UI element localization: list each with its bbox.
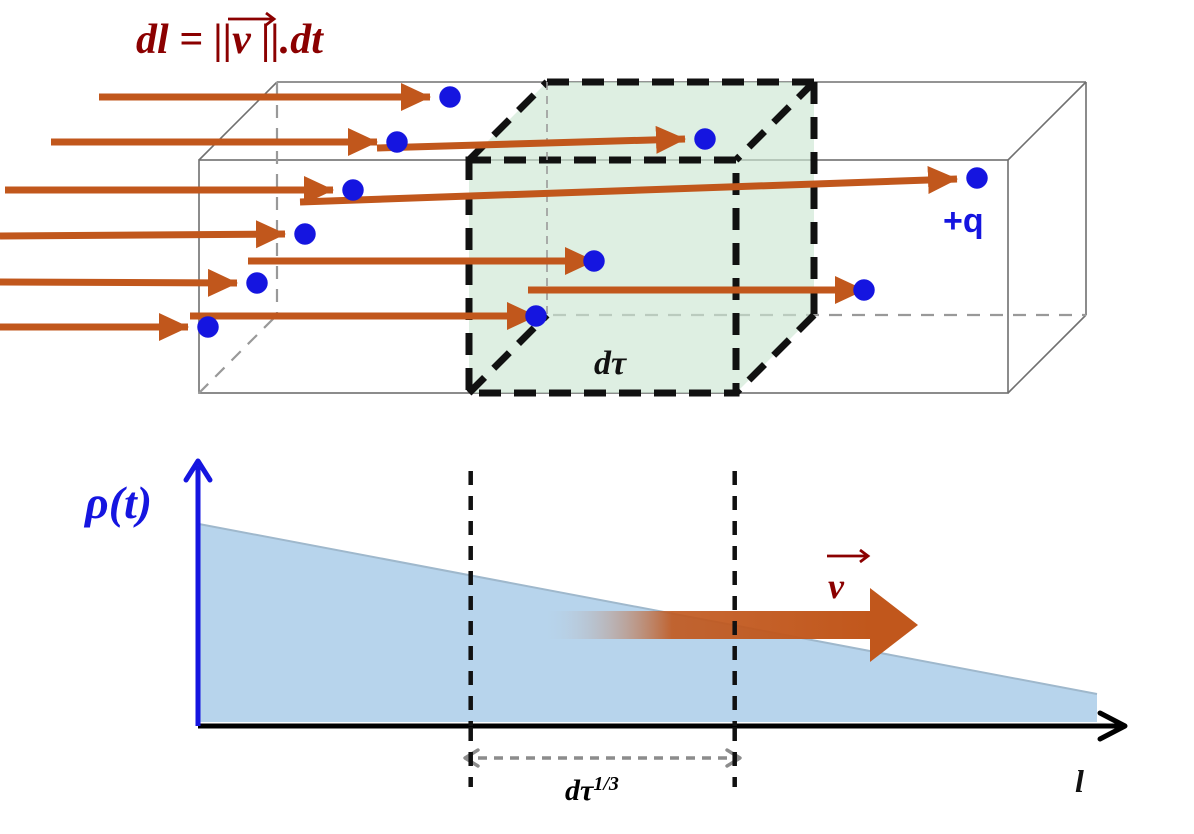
svg-text:+q: +q bbox=[943, 202, 984, 240]
svg-text:dl = ||v ||.dt: dl = ||v ||.dt bbox=[136, 17, 324, 63]
svg-text:l: l bbox=[1075, 763, 1084, 799]
svg-text:ρ(t): ρ(t) bbox=[83, 477, 152, 528]
svg-text:dτ: dτ bbox=[594, 345, 627, 382]
svg-text:v: v bbox=[828, 566, 845, 606]
